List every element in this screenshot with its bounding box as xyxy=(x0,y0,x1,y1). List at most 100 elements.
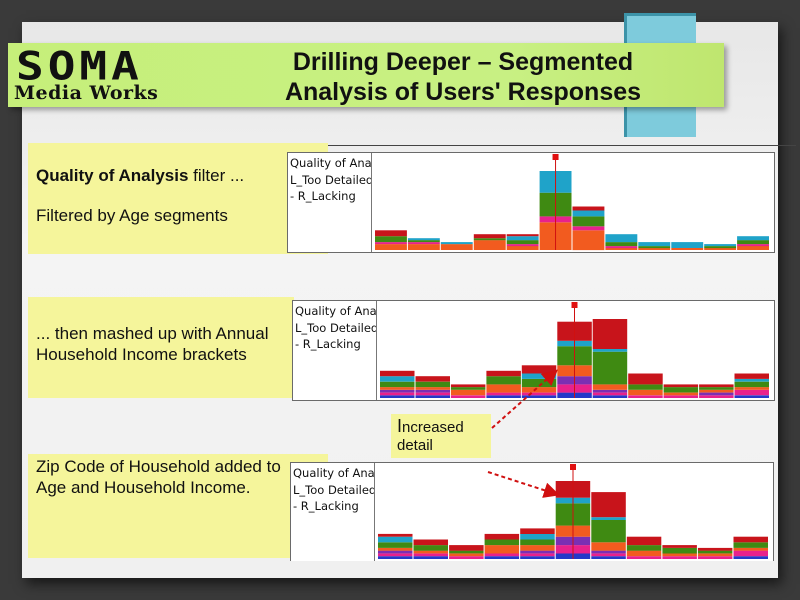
bar-segment-11-orange[interactable] xyxy=(733,547,769,551)
bar-segment-9-magenta[interactable] xyxy=(663,395,699,398)
bar-segment-3-orange[interactable] xyxy=(450,389,486,396)
bar-segment-11-orange[interactable] xyxy=(704,248,737,250)
bar-segment-9-orange[interactable] xyxy=(662,553,697,557)
bar-segment-8-teal[interactable] xyxy=(605,234,638,243)
bar-segment-8-magenta[interactable] xyxy=(605,246,638,249)
bar-segment-4-orange[interactable] xyxy=(484,545,520,554)
bar-segment-11-teal[interactable] xyxy=(704,244,737,247)
bar-segment-9-green[interactable] xyxy=(663,387,699,393)
bar-segment-4-green[interactable] xyxy=(486,376,521,385)
bar-segment-2-green[interactable] xyxy=(415,381,451,388)
bar-segment-5-red[interactable] xyxy=(521,365,557,374)
bar-segment-3-red[interactable] xyxy=(449,545,484,551)
bar-segment-5-orange[interactable] xyxy=(520,545,555,551)
bar-segment-8-magenta[interactable] xyxy=(626,556,662,559)
bar-segment-9-red[interactable] xyxy=(663,384,699,388)
chart-plot-area[interactable] xyxy=(376,463,773,561)
bar-segment-7-green[interactable] xyxy=(592,351,628,385)
bar-segment-8-red[interactable] xyxy=(626,536,662,546)
bar-segment-2-purple[interactable] xyxy=(415,389,451,393)
bar-segment-11-green[interactable] xyxy=(733,542,769,548)
bar-segment-7-green[interactable] xyxy=(572,216,605,227)
bar-segment-7-blue[interactable] xyxy=(592,395,628,398)
bar-segment-7-red[interactable] xyxy=(572,206,605,211)
bar-segment-12-magenta[interactable] xyxy=(737,244,769,247)
bar-segment-11-green[interactable] xyxy=(734,381,770,388)
bar-segment-5-teal[interactable] xyxy=(506,236,539,241)
bar-segment-1-purple[interactable] xyxy=(378,550,413,554)
bar-segment-2-red[interactable] xyxy=(415,376,451,382)
bar-segment-1-magenta[interactable] xyxy=(375,242,407,245)
bar-segment-5-orange[interactable] xyxy=(506,246,539,250)
bar-segment-5-magenta[interactable] xyxy=(506,244,539,247)
bar-segment-1-orange[interactable] xyxy=(378,547,413,551)
bar-segment-5-purple[interactable] xyxy=(520,550,555,554)
bar-segment-5-orange[interactable] xyxy=(521,387,557,393)
selection-marker[interactable] xyxy=(552,154,559,160)
bar-segment-3-green[interactable] xyxy=(449,550,484,554)
selection-marker[interactable] xyxy=(571,302,578,308)
bar-segment-8-orange[interactable] xyxy=(628,389,663,396)
bar-segment-1-green[interactable] xyxy=(380,381,415,388)
bar-segment-3-teal[interactable] xyxy=(440,242,473,245)
bar-segment-4-red[interactable] xyxy=(473,234,506,239)
bar-segment-9-orange[interactable] xyxy=(638,248,671,250)
chart-plot-area[interactable] xyxy=(373,153,774,252)
bar-segment-5-red[interactable] xyxy=(520,528,555,534)
bar-segment-2-blue[interactable] xyxy=(415,395,451,398)
bar-segment-7-orange[interactable] xyxy=(591,542,626,551)
bar-segment-3-green[interactable] xyxy=(450,387,486,390)
bar-segment-10-orange[interactable] xyxy=(671,248,704,250)
bar-segment-1-red[interactable] xyxy=(375,230,407,237)
bar-segment-10-red[interactable] xyxy=(699,384,734,388)
bar-segment-7-green[interactable] xyxy=(591,520,626,543)
bar-segment-4-green[interactable] xyxy=(473,238,506,241)
bar-segment-11-magenta[interactable] xyxy=(734,389,770,396)
bar-segment-1-blue[interactable] xyxy=(380,395,415,398)
bar-segment-10-red[interactable] xyxy=(697,547,733,551)
bar-segment-7-purple[interactable] xyxy=(592,389,628,393)
bar-segment-8-magenta[interactable] xyxy=(628,395,663,398)
bar-segment-7-blue[interactable] xyxy=(591,556,626,559)
bar-segment-11-orange[interactable] xyxy=(734,387,770,390)
bar-segment-3-magenta[interactable] xyxy=(450,395,486,398)
bar-segment-4-blue[interactable] xyxy=(484,556,520,559)
bar-segment-9-teal[interactable] xyxy=(638,242,671,247)
bar-segment-3-orange[interactable] xyxy=(440,244,473,250)
bar-segment-1-red[interactable] xyxy=(378,533,413,537)
bar-segment-2-magenta[interactable] xyxy=(407,242,440,245)
bar-segment-4-orange[interactable] xyxy=(486,384,521,393)
bar-segment-4-green[interactable] xyxy=(484,539,520,546)
bar-segment-8-green[interactable] xyxy=(626,545,662,551)
bar-segment-2-teal[interactable] xyxy=(407,238,440,241)
bar-segment-2-green[interactable] xyxy=(413,545,449,551)
bar-segment-10-orange[interactable] xyxy=(697,553,733,557)
bar-segment-5-teal[interactable] xyxy=(520,533,555,540)
bar-segment-2-magenta[interactable] xyxy=(415,392,451,396)
bar-segment-12-orange[interactable] xyxy=(737,246,769,250)
bar-segment-7-teal[interactable] xyxy=(591,517,626,520)
bar-segment-11-red[interactable] xyxy=(733,536,769,543)
bar-segment-5-teal[interactable] xyxy=(521,373,557,379)
bar-segment-1-teal[interactable] xyxy=(380,376,415,382)
bar-segment-1-orange[interactable] xyxy=(375,244,407,250)
bar-segment-11-red[interactable] xyxy=(734,373,770,379)
bar-segment-2-magenta[interactable] xyxy=(413,553,449,557)
bar-segment-1-green[interactable] xyxy=(375,236,407,243)
bar-segment-7-orange[interactable] xyxy=(592,384,628,390)
bar-segment-1-magenta[interactable] xyxy=(380,392,415,396)
bar-segment-4-orange[interactable] xyxy=(473,240,506,250)
bar-segment-2-orange[interactable] xyxy=(407,244,440,250)
selection-marker[interactable] xyxy=(570,464,576,470)
bar-segment-8-green[interactable] xyxy=(605,242,638,247)
bar-segment-1-red[interactable] xyxy=(380,370,415,377)
bar-segment-10-orange[interactable] xyxy=(699,389,734,393)
bar-segment-1-orange[interactable] xyxy=(380,387,415,390)
bar-segment-10-teal[interactable] xyxy=(671,242,704,248)
bar-segment-7-magenta[interactable] xyxy=(592,392,628,396)
bar-segment-4-red[interactable] xyxy=(484,533,520,540)
bar-segment-10-magenta[interactable] xyxy=(697,556,733,559)
bar-segment-5-magenta[interactable] xyxy=(521,392,557,396)
bar-segment-7-teal[interactable] xyxy=(572,210,605,217)
bar-segment-1-teal[interactable] xyxy=(378,536,413,543)
